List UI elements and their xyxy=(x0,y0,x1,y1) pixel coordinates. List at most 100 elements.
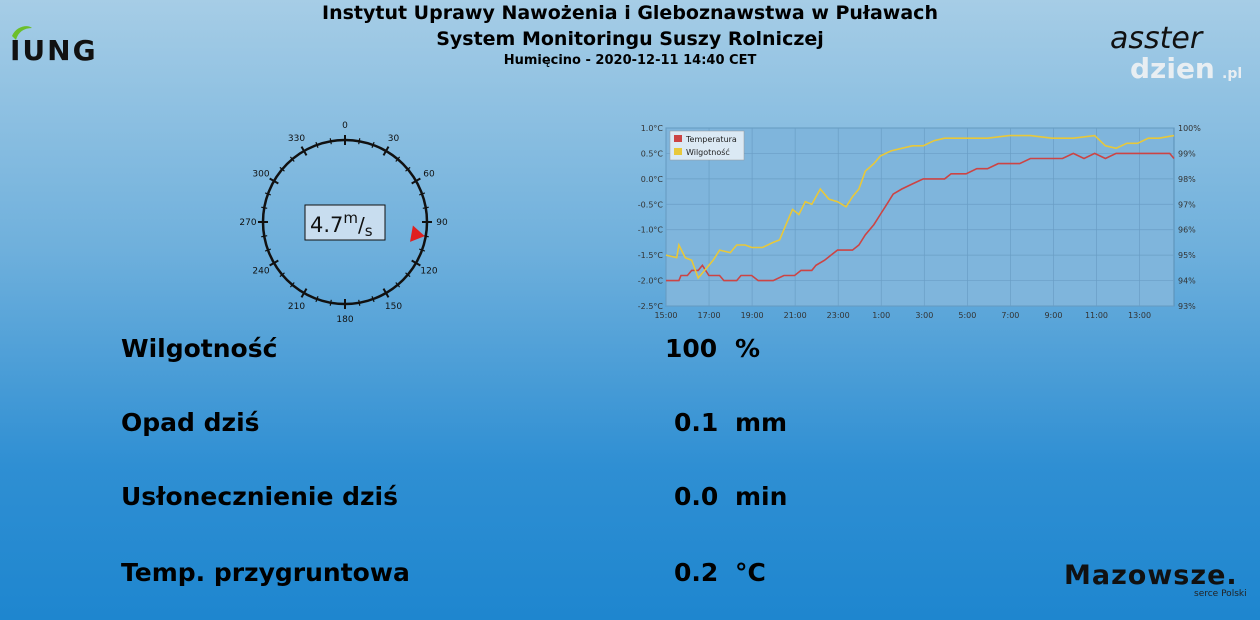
reading-label: Temp. przygruntowa xyxy=(121,558,410,587)
x-tick-label: 15:00 xyxy=(654,311,677,320)
gauge-label: 240 xyxy=(252,267,269,277)
x-tick-label: 13:00 xyxy=(1128,311,1151,320)
wind-direction-indicator xyxy=(410,225,425,242)
wind-gauge: 0 30 60 90 120 150 180 210 240 270 300 330 4.7m/s xyxy=(239,121,448,325)
y-right-tick-label: 97% xyxy=(1178,200,1196,209)
tygodnik-logo: asster dzien .pl xyxy=(1110,21,1242,85)
y-right-tick-label: 95% xyxy=(1178,251,1196,260)
gauge-tick xyxy=(395,156,401,162)
gauge-tick xyxy=(269,177,279,185)
mazowsze-logo-text: Mazowsze. xyxy=(1064,560,1238,591)
chart-plot-area xyxy=(665,127,1175,307)
reading-value: 100 xyxy=(665,334,718,363)
logo-text-bottom-suffix: .pl xyxy=(1222,66,1242,82)
gauge-tick xyxy=(371,141,375,148)
x-tick-label: 19:00 xyxy=(741,311,764,320)
y-right-tick-label: 98% xyxy=(1178,175,1196,184)
logo-text-top: asster xyxy=(1110,21,1204,56)
reading-value: 0.2 xyxy=(674,558,719,587)
gauge-tick xyxy=(300,288,308,298)
x-tick-label: 17:00 xyxy=(698,311,721,320)
gauge-tick xyxy=(382,146,390,156)
y-right-tick-label: 100% xyxy=(1178,124,1201,133)
gauge-label: 150 xyxy=(385,302,402,312)
y-right-tick-label: 93% xyxy=(1178,302,1196,311)
gauge-label: 210 xyxy=(288,302,305,312)
temperature-humidity-chart: 1.0°C 0.5°C 0.0°C -0.5°C -1.0°C -1.5°C -2.0°C -… xyxy=(638,124,1201,320)
gauge-tick xyxy=(382,288,390,298)
gauge-tick xyxy=(358,138,361,145)
series-line-wilgotnosc xyxy=(665,134,1175,280)
gauge-label: 270 xyxy=(239,218,256,228)
gauge-tick xyxy=(329,299,332,306)
reading-label: Opad dziś xyxy=(121,408,260,437)
x-tick-label: 7:00 xyxy=(1001,311,1019,320)
legend-swatch-wilgotnosc xyxy=(674,148,682,155)
y-left-tick-label: -1.5°C xyxy=(638,251,664,260)
y-left-tick-label: 0.0°C xyxy=(641,175,664,184)
gauge-tick xyxy=(405,272,411,278)
legend-label-wilgotnosc: Wilgotność xyxy=(686,147,730,157)
x-tick-label: 21:00 xyxy=(784,311,807,320)
x-tick-label: 23:00 xyxy=(827,311,850,320)
gauge-tick xyxy=(261,206,268,209)
gauge-tick xyxy=(358,299,361,306)
chart-legend: Temperatura Wilgotność xyxy=(669,130,745,161)
x-tick-label: 1:00 xyxy=(872,311,890,320)
station-timestamp: Humięcino - 2020-12-11 14:40 CET xyxy=(503,53,757,68)
iung-logo: IUNG xyxy=(10,26,98,67)
wind-speed-readout: 4.7m/s xyxy=(310,209,373,240)
reading-unit: % xyxy=(735,334,761,363)
y-left-tick-label: -2.5°C xyxy=(638,302,664,311)
gauge-tick xyxy=(411,259,421,267)
chart-series xyxy=(665,134,1175,282)
gauge-tick xyxy=(405,166,411,172)
gauge-tick xyxy=(264,192,271,196)
iung-leaf-icon xyxy=(12,26,32,40)
gauge-tick xyxy=(371,296,375,303)
gauge-tick xyxy=(419,192,426,196)
gauge-tick xyxy=(300,146,308,156)
legend-label-temperatura: Temperatura xyxy=(685,135,737,144)
institute-title: Instytut Uprawy Nawożenia i Gleboznawstw… xyxy=(322,2,938,24)
gauge-tick xyxy=(419,248,426,252)
gauge-tick xyxy=(422,206,429,209)
wind-unit-bottom: s xyxy=(365,222,373,240)
gauge-label: 60 xyxy=(423,170,435,180)
gauge-tick xyxy=(289,156,295,162)
gauge-tick xyxy=(289,282,295,288)
gauge-tick xyxy=(315,296,319,303)
gauge-label: 30 xyxy=(388,134,400,144)
reading-unit: min xyxy=(735,482,788,511)
iung-logo-text: IUNG xyxy=(10,34,98,67)
reading-value: 0.0 xyxy=(674,482,719,511)
reading-unit: mm xyxy=(735,408,788,437)
series-line-temperatura xyxy=(666,152,1175,282)
x-tick-label: 11:00 xyxy=(1085,311,1108,320)
y-left-tick-label: 0.5°C xyxy=(641,149,664,158)
system-title: System Monitoringu Suszy Rolniczej xyxy=(436,28,824,50)
reading-value: 0.1 xyxy=(674,408,719,437)
gauge-label: 0 xyxy=(342,121,348,131)
gauge-tick xyxy=(279,166,285,172)
reading-label: Usłonecznienie dziś xyxy=(121,482,399,511)
gauge-label: 120 xyxy=(420,267,437,277)
y-right-tick-label: 96% xyxy=(1178,226,1196,235)
chart-y-left-ticks: 1.0°C 0.5°C 0.0°C -0.5°C -1.0°C -1.5°C -2.0°C -… xyxy=(638,124,664,311)
x-tick-label: 3:00 xyxy=(915,311,933,320)
logo-text-bottom: dzien xyxy=(1130,52,1215,85)
gauge-label: 330 xyxy=(288,134,305,144)
gauge-tick xyxy=(261,235,268,238)
gauge-tick xyxy=(279,272,285,278)
y-left-tick-label: -2.0°C xyxy=(638,277,664,286)
gauge-tick xyxy=(395,282,401,288)
gauge-tick xyxy=(264,248,271,252)
y-left-tick-label: -0.5°C xyxy=(638,200,664,209)
wind-speed-box xyxy=(304,204,386,241)
legend-box xyxy=(669,130,745,161)
gauge-ticks xyxy=(258,135,432,309)
x-tick-label: 9:00 xyxy=(1044,311,1062,320)
chart-y-right-ticks: 100% 99% 98% 97% 96% 95% 94% 93% xyxy=(1178,124,1201,311)
y-right-tick-label: 99% xyxy=(1178,149,1196,158)
reading-unit: °C xyxy=(735,558,766,587)
